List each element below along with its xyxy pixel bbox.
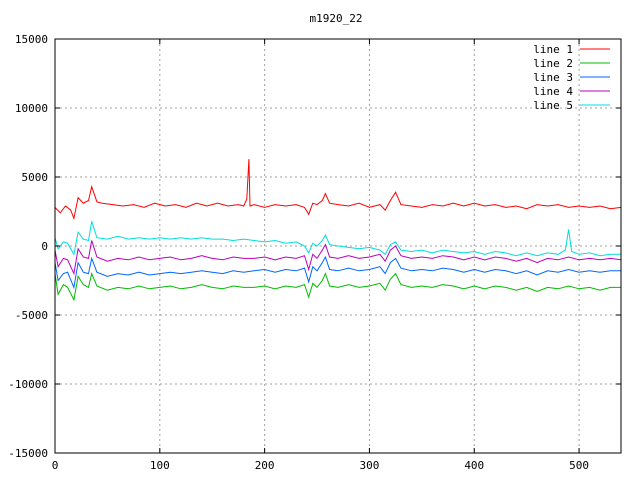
series-line-2 bbox=[54, 271, 621, 302]
y-tick-label: 10000 bbox=[15, 102, 48, 115]
series-lines bbox=[54, 159, 622, 302]
legend-label-2: line 2 bbox=[533, 57, 573, 70]
y-tick-label: -15000 bbox=[8, 447, 48, 460]
axis-ticks: 0 100 200 300 400 500 15000 10000 5000 0 -5000 -100… bbox=[8, 33, 621, 472]
legend-label-4: line 4 bbox=[533, 85, 573, 98]
y-tick-label: -10000 bbox=[8, 378, 48, 391]
y-tick-label: 0 bbox=[41, 240, 48, 253]
x-tick-label: 300 bbox=[360, 459, 380, 472]
legend-label-1: line 1 bbox=[533, 43, 573, 56]
series-line-3 bbox=[54, 255, 621, 290]
y-tick-label: -5000 bbox=[15, 309, 48, 322]
y-tick-label: 15000 bbox=[15, 33, 48, 46]
x-tick-label: 500 bbox=[569, 459, 589, 472]
legend-label-5: line 5 bbox=[533, 99, 573, 112]
series-line-1 bbox=[54, 159, 622, 221]
x-tick-label: 100 bbox=[150, 459, 170, 472]
y-tick-label: 5000 bbox=[22, 171, 49, 184]
chart-title: m1920_22 bbox=[310, 12, 363, 25]
x-tick-label: 0 bbox=[52, 459, 59, 472]
series-line-5 bbox=[54, 221, 621, 257]
x-tick-label: 200 bbox=[255, 459, 275, 472]
legend-label-3: line 3 bbox=[533, 71, 573, 84]
series-line-4 bbox=[54, 240, 622, 276]
grid-lines bbox=[55, 39, 621, 453]
x-tick-label: 400 bbox=[464, 459, 484, 472]
